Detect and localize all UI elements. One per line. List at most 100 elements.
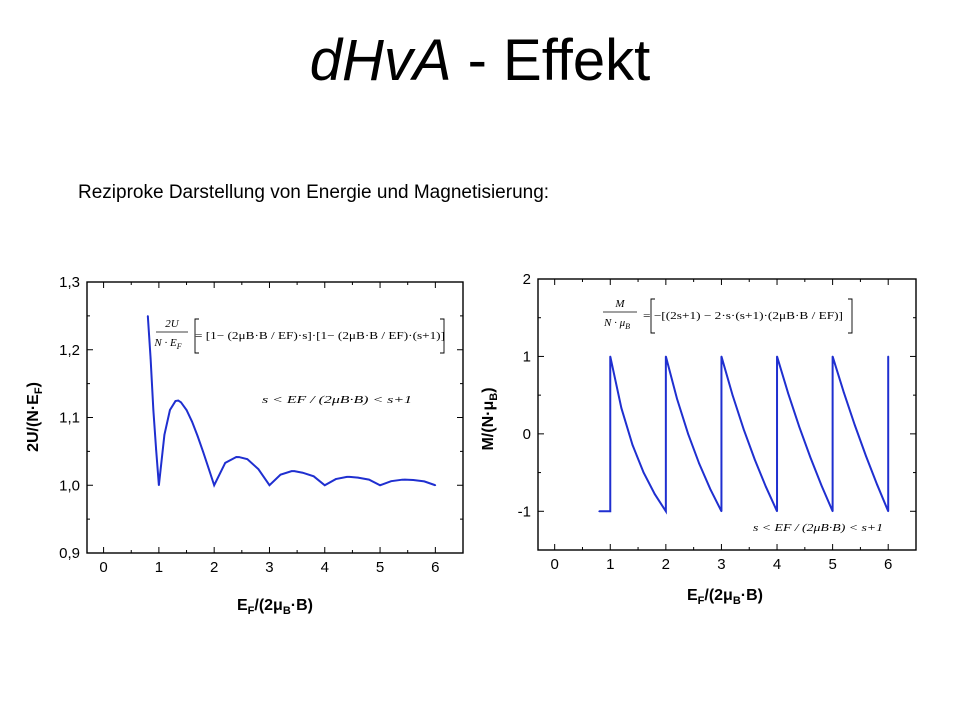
energy-data-point <box>434 484 437 487</box>
magnetization-data-point <box>854 424 856 427</box>
magnetization-data-points <box>598 355 890 513</box>
energy-y-tick-label: 1,0 <box>59 477 80 494</box>
energy-data-point <box>185 409 188 411</box>
magnetization-tick-labels: 0 1 2 3 4 5 6 -1 0 1 2 <box>518 271 893 573</box>
magnetization-y-tick-label: -1 <box>518 503 531 520</box>
energy-data-point <box>147 315 149 317</box>
slide-title: dHvA - Effekt <box>0 26 960 96</box>
magnetization-data-point <box>709 488 712 490</box>
energy-data-point <box>191 420 193 423</box>
energy-y-tick-label: 0,9 <box>59 545 80 562</box>
energy-y-tick-label: 1,3 <box>59 274 80 291</box>
energy-formula: 2U N · EF = [1− (2μB·B / EF)·s]·[1− (2μB… <box>153 318 445 406</box>
energy-data-point <box>293 470 296 472</box>
energy-data-point <box>169 409 171 411</box>
energy-data-point <box>401 478 403 481</box>
energy-y-axis-title: 2U/(N·EF) <box>25 382 45 452</box>
magnetization-x-tick-label: 4 <box>773 556 781 573</box>
energy-data-point <box>155 448 157 451</box>
magnetization-data-point <box>776 355 778 358</box>
energy-formula-bracket <box>194 318 199 354</box>
energy-chart: 0 1 2 3 4 5 6 0,9 1,0 1,1 1,2 1,3 2U N · EF = [1− (… <box>25 274 464 617</box>
magnetization-formula-rhs: = −[(2s+1) − 2·s·(s+1)·(2μB·B / EF)] <box>643 310 843 322</box>
energy-data-point <box>235 456 238 458</box>
energy-data-point <box>158 484 160 487</box>
magnetization-data-point <box>598 510 600 513</box>
magnetization-formula-bracket <box>650 298 655 334</box>
magnetization-x-tick-label: 3 <box>717 556 725 573</box>
magnetization-data-point <box>809 456 812 459</box>
magnetization-data-point <box>753 458 756 461</box>
title-italic: dHvA <box>309 28 452 93</box>
energy-data-point <box>379 484 381 487</box>
magnetization-y-tick-label: 2 <box>523 271 531 288</box>
energy-data-points <box>147 315 437 487</box>
energy-data-point <box>335 478 337 480</box>
magnetization-formula-bracket <box>848 298 853 334</box>
energy-x-tick-label: 2 <box>210 559 218 576</box>
magnetization-y-tick-label: 0 <box>523 426 531 443</box>
magnetization-formula-num: M <box>614 298 625 310</box>
magnetization-data-point <box>609 355 612 358</box>
energy-tick-labels: 0 1 2 3 4 5 6 0,9 1,0 1,1 1,2 1,3 <box>59 274 439 576</box>
magnetization-data-point <box>831 355 834 358</box>
magnetization-formula-den: N · μB <box>603 317 630 331</box>
magnetization-data-point <box>776 510 778 513</box>
energy-data-point <box>202 450 204 453</box>
energy-data-point <box>152 409 155 411</box>
magnetization-x-axis-title: EF/(2μB·B) <box>687 587 763 607</box>
magnetization-data-point <box>742 428 745 431</box>
energy-data-point <box>357 476 359 479</box>
energy-formula-num: 2U <box>165 318 180 330</box>
magnetization-x-tick-label: 5 <box>828 556 836 573</box>
magnetization-data-point <box>820 484 823 487</box>
magnetization-x-tick-label: 2 <box>662 556 670 573</box>
energy-formula-den: N · EF <box>153 337 181 351</box>
energy-data-point <box>224 462 227 464</box>
magnetization-data-point <box>887 510 890 513</box>
magnetization-x-tick-label: 6 <box>884 556 892 573</box>
magnetization-data-point <box>887 355 890 358</box>
energy-plot-frame <box>86 281 464 554</box>
magnetization-data-point <box>665 510 667 513</box>
energy-x-tick-label: 3 <box>265 559 273 576</box>
energy-formula-rhs: = [1− (2μB·B / EF)·s]·[1− (2μB·B / EF)·(… <box>195 330 445 342</box>
energy-data-point <box>312 475 315 478</box>
magnetization-data-point <box>731 394 734 396</box>
magnetization-chart: 0 1 2 3 4 5 6 -1 0 1 2 M N · μB = −[(2s+1) − 2·s·(… <box>480 271 917 607</box>
energy-axis-ticks <box>87 281 463 554</box>
magnetization-condition: s < EF / (2μB·B) < s+1 <box>753 522 883 534</box>
magnetization-data-point <box>609 510 612 513</box>
energy-x-axis-title: EF/(2μB·B) <box>237 597 313 617</box>
energy-data-point <box>213 484 215 487</box>
magnetization-data-point <box>631 444 634 446</box>
energy-data-point <box>423 480 426 483</box>
energy-data-point <box>268 484 271 487</box>
energy-data-point <box>149 357 152 360</box>
magnetization-data-point <box>831 510 834 513</box>
energy-data-point <box>163 434 166 436</box>
magnetization-data-point <box>642 471 645 474</box>
energy-y-tick-label: 1,1 <box>59 410 80 427</box>
magnetization-data-point <box>620 407 623 409</box>
energy-series-line <box>146 315 436 488</box>
title-rest: - Effekt <box>451 28 651 93</box>
magnetization-data-point <box>720 510 723 513</box>
energy-data-point <box>180 401 182 404</box>
energy-x-tick-label: 6 <box>431 559 439 576</box>
energy-data-point <box>346 476 348 478</box>
energy-data-point <box>246 458 249 460</box>
magnetization-axis-ticks <box>538 278 916 550</box>
energy-data-point <box>196 435 199 437</box>
magnetization-data-point <box>665 355 667 358</box>
energy-data-point <box>368 478 370 481</box>
energy-data-point <box>290 470 293 472</box>
magnetization-data-point <box>787 392 789 395</box>
energy-data-point <box>404 478 406 481</box>
magnetization-x-tick-label: 1 <box>606 556 614 573</box>
energy-x-tick-label: 5 <box>376 559 384 576</box>
magnetization-data-point <box>798 426 801 428</box>
energy-data-point <box>323 484 326 487</box>
magnetization-y-axis-title: M/(N·μB) <box>480 387 500 450</box>
magnetization-data-point <box>842 391 845 393</box>
